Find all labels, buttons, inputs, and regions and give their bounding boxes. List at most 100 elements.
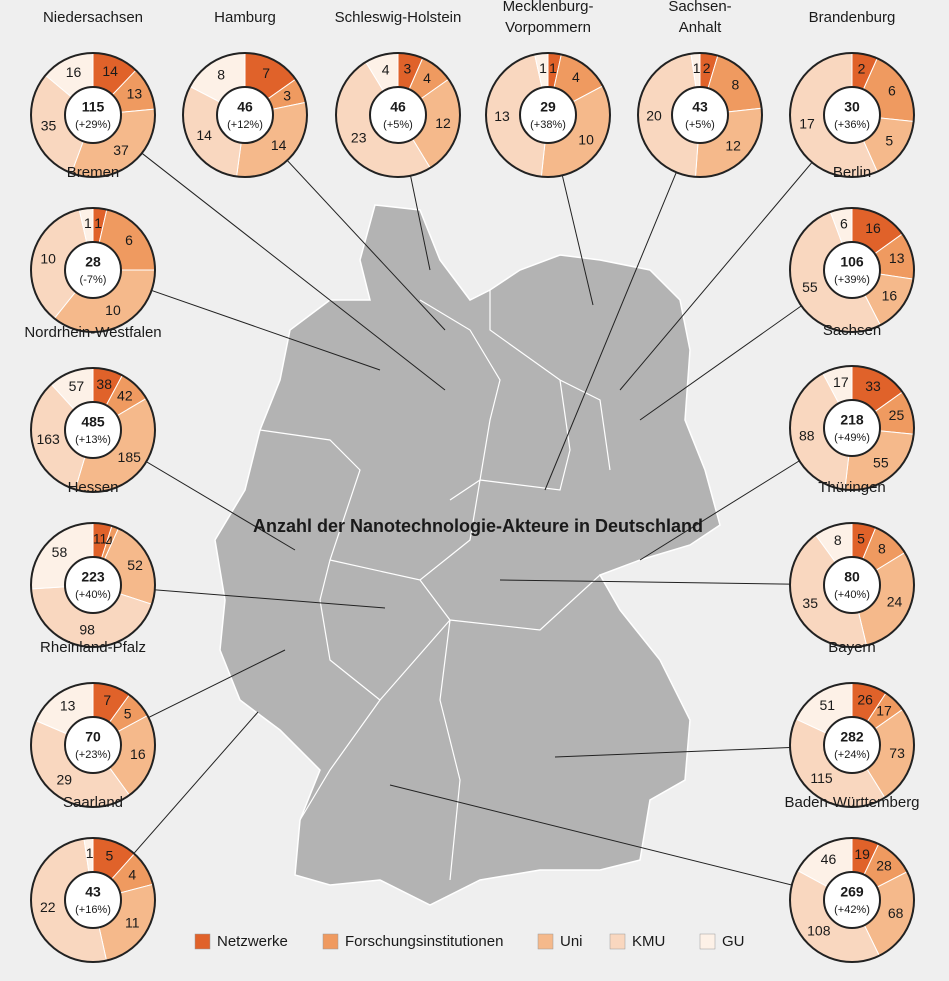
pie-outline	[30, 837, 156, 963]
pie-title: Schleswig-Holstein	[335, 9, 462, 26]
legend-label: Forschungsinstitutionen	[345, 933, 503, 950]
pie-title: Berlin	[833, 164, 871, 181]
slice-label: 33	[865, 378, 881, 394]
slice-label: 22	[40, 899, 56, 915]
legend: Netzwerke Forschungsinstitutionen Uni KMU GU	[194, 933, 745, 950]
leader-line	[389, 784, 853, 901]
pie-title: Sachsen	[823, 322, 881, 339]
slice-label: 108	[807, 923, 831, 939]
slice-label: 5	[857, 531, 865, 547]
slice-label: 13	[889, 250, 905, 266]
pie-center	[64, 716, 122, 774]
pie-chart: 2 6 5 17 30 (+36%) Brandenburg	[789, 9, 915, 178]
slice-label: 68	[888, 905, 904, 921]
total-label: 485	[81, 414, 105, 430]
slice-label: 4	[128, 867, 136, 883]
slice-label: 185	[118, 449, 142, 465]
pie-outline	[789, 837, 915, 963]
slice-label: 8	[217, 66, 225, 82]
pie-outline	[30, 522, 156, 648]
pie-center	[823, 86, 881, 144]
pie-center	[823, 241, 881, 299]
pie-outline	[485, 52, 611, 178]
slice-label: 16	[882, 288, 898, 304]
total-label: 46	[390, 99, 406, 115]
pie-center	[64, 241, 122, 299]
slice-label: 28	[876, 858, 892, 874]
slice-label: 13	[60, 697, 76, 713]
total-label: 115	[82, 99, 105, 115]
slice-label: 2	[703, 60, 711, 76]
slice-label: 29	[57, 772, 73, 788]
change-label: (-7%)	[80, 274, 107, 286]
total-label: 218	[840, 412, 864, 428]
slice-label: 17	[833, 374, 849, 390]
pie-title: Brandenburg	[809, 9, 896, 26]
slice-label: 3	[283, 87, 291, 103]
legend-label: KMU	[632, 933, 665, 950]
change-label: (+23%)	[75, 749, 111, 761]
pie-title: Mecklenburg- Vorpommern	[503, 0, 594, 36]
pie-chart: 1 6 10 10 1 28 (-7%) Bremen	[30, 164, 156, 333]
title-line: Mecklenburg-	[503, 0, 594, 15]
legend-swatch	[322, 933, 339, 950]
pie-outline	[789, 207, 915, 333]
slice-label: 51	[819, 697, 835, 713]
slice-label: 11	[125, 915, 140, 931]
slice-label: 3	[403, 61, 411, 77]
legend-swatch	[609, 933, 626, 950]
slice-label: 42	[117, 387, 133, 403]
pie-outline	[182, 52, 308, 178]
pie-chart: 33 25 55 88 17 218 (+49%) Sachsen	[789, 322, 915, 491]
slice-label: 98	[79, 621, 95, 637]
slice-label: 8	[878, 541, 886, 557]
slice-label: 14	[196, 127, 212, 143]
pie-chart: 75 16 29 13 70 (+23%) Rheinland-Pfalz	[30, 639, 156, 808]
pie-title: Baden-Württemberg	[784, 794, 919, 811]
total-label: 269	[840, 884, 864, 900]
pie-title: Bayern	[828, 639, 876, 656]
slice-label: 17	[876, 703, 892, 719]
pie-center	[369, 86, 427, 144]
slice-label: 17	[799, 115, 815, 131]
pie-outline	[30, 682, 156, 808]
slice-label: 10	[40, 250, 56, 266]
slice-label: 26	[857, 692, 873, 708]
legend-label: Uni	[560, 933, 583, 950]
total-label: 43	[692, 99, 708, 115]
change-label: (+16%)	[75, 904, 111, 916]
total-label: 43	[85, 884, 101, 900]
change-label: (+5%)	[685, 119, 715, 131]
pie-chart: 58 24 35 8 80 (+40%) Thüringen	[789, 479, 915, 648]
pie-outline	[789, 365, 915, 491]
total-label: 223	[81, 569, 105, 585]
slice-label: 52	[127, 557, 143, 573]
slice-label: 55	[802, 279, 818, 295]
change-label: (+24%)	[834, 749, 870, 761]
slice-label: 1	[549, 60, 557, 76]
pie-center	[823, 399, 881, 457]
change-label: (+39%)	[834, 274, 870, 286]
slice-label: 163	[36, 431, 60, 447]
slice-label: 46	[821, 851, 837, 867]
total-label: 29	[540, 99, 556, 115]
slice-label: 8	[731, 76, 739, 92]
slice-label: 4	[572, 69, 580, 85]
pie-chart: 19 28 68 108 46 269 (+42%) Baden-Württemberg	[784, 794, 920, 963]
title-line: Anhalt	[679, 19, 722, 36]
slice-label: 115	[810, 770, 833, 786]
pie-outline	[789, 52, 915, 178]
pie-outline	[30, 207, 156, 333]
pie-chart: 73 14 14 8 46 (+12%) Hamburg	[182, 9, 308, 178]
slice-label: 58	[52, 544, 68, 560]
slice-label: 38	[96, 376, 112, 392]
total-label: 28	[85, 254, 101, 270]
pie-chart: 14 13 37 35 16 115 (+29%) Niedersachsen	[30, 9, 156, 178]
change-label: (+12%)	[227, 119, 263, 131]
pie-outline	[335, 52, 461, 178]
slice-label: 24	[887, 593, 903, 609]
slice-label: 57	[69, 378, 85, 394]
slice-label: 14	[102, 63, 118, 79]
pie-center	[671, 86, 729, 144]
